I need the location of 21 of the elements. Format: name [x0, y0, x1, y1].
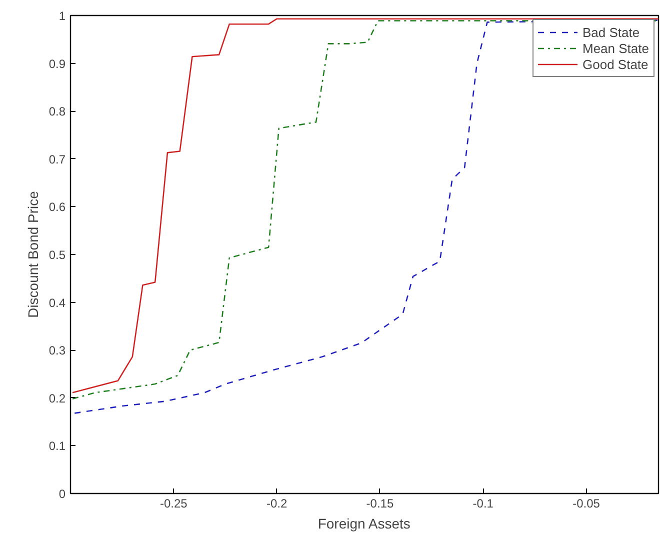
- y-tick-label: 0.7: [48, 152, 66, 166]
- x-tick-label: -0.2: [266, 496, 288, 510]
- y-tick-label: 0.6: [48, 200, 66, 214]
- y-tick-label: 0.8: [48, 104, 66, 119]
- legend-label: Bad State: [582, 24, 640, 40]
- y-tick-label: 0.3: [48, 344, 66, 358]
- x-axis-title: Foreign Assets: [318, 516, 410, 532]
- x-tick-label: -0.1: [472, 496, 494, 510]
- y-tick-label: 0: [58, 487, 66, 501]
- x-tick-label: -0.25: [160, 496, 188, 510]
- y-tick-label: 0.4: [48, 296, 66, 310]
- y-tick-label: 0.5: [48, 248, 66, 262]
- y-tick-label: 1: [58, 9, 66, 23]
- y-tick-label: 0.1: [48, 439, 66, 454]
- y-tick-label: 0.9: [48, 56, 66, 71]
- x-tick-label: -0.15: [366, 496, 394, 510]
- legend-label: Good State: [582, 56, 648, 72]
- x-tick-label: -0.05: [572, 496, 600, 510]
- y-tick-label: 0.2: [48, 391, 66, 406]
- legend-label: Mean State: [582, 40, 649, 56]
- y-axis-title: Discount Bond Price: [24, 190, 41, 318]
